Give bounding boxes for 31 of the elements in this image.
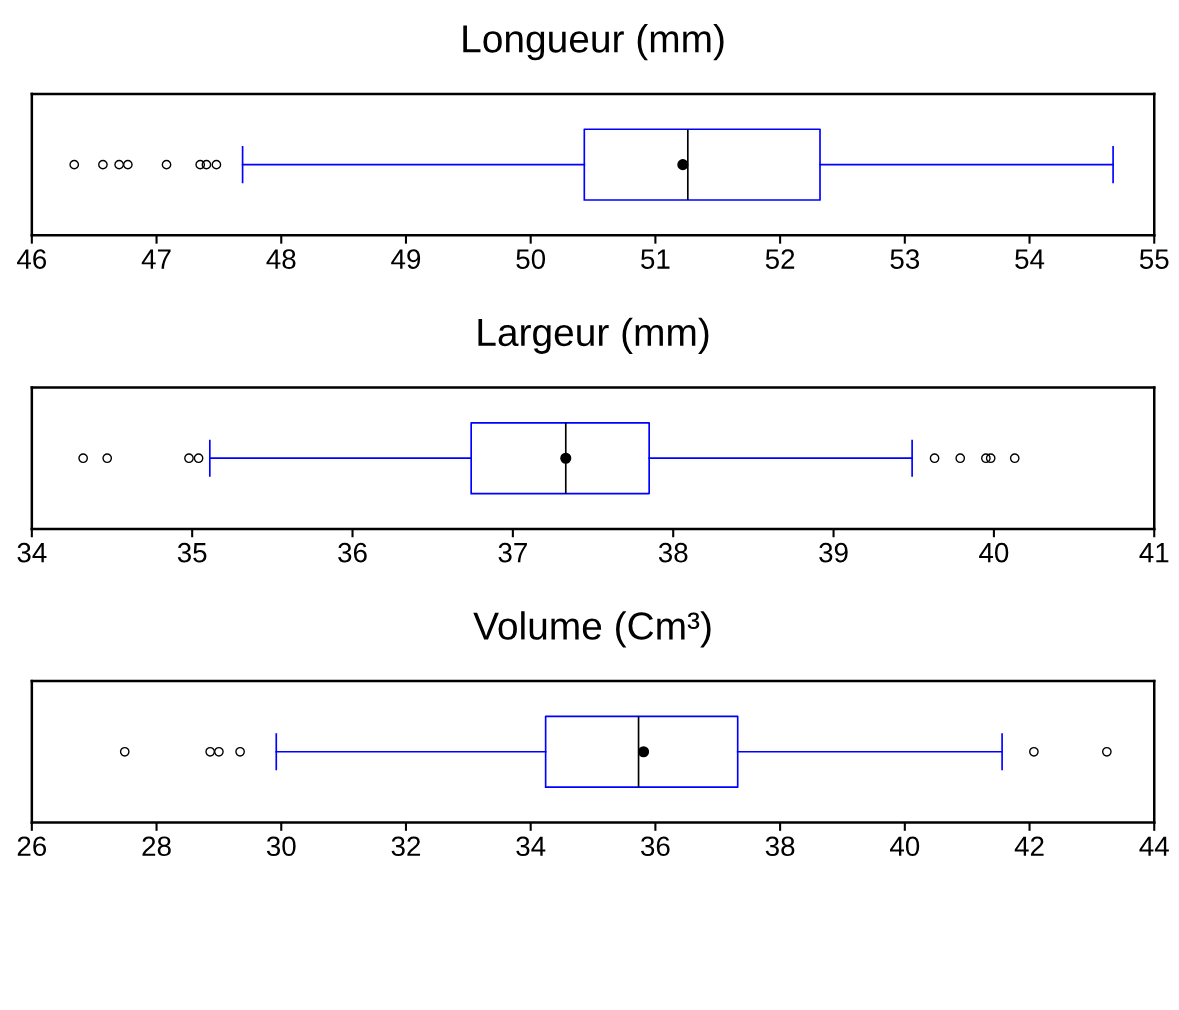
- x-tick-label: 51: [641, 249, 670, 269]
- x-tick-label: 36: [641, 836, 670, 857]
- x-tick-label: 53: [890, 249, 920, 269]
- x-tick-label: 41: [1139, 543, 1169, 563]
- x-tick-label: 54: [1015, 249, 1045, 269]
- x-tick-label: 34: [17, 542, 47, 563]
- x-tick-label: 26: [17, 836, 47, 857]
- x-tick-label: 38: [765, 836, 795, 857]
- x-tick-label: 55: [1139, 249, 1169, 269]
- chart-title: Largeur (mm): [478, 317, 709, 354]
- x-tick-label: 52: [765, 249, 795, 269]
- x-tick-label: 32: [391, 836, 421, 857]
- chart-title: Longueur (mm): [463, 24, 724, 61]
- x-tick-label: 30: [266, 836, 296, 857]
- x-tick-label: 39: [819, 542, 848, 563]
- x-tick-label: 40: [890, 836, 920, 857]
- x-tick-label: 46: [17, 249, 47, 269]
- x-tick-label: 49: [391, 249, 421, 269]
- x-tick-label: 50: [516, 249, 546, 269]
- x-tick-label: 47: [141, 249, 171, 269]
- x-tick-label: 38: [658, 542, 688, 563]
- x-tick-label: 37: [498, 542, 527, 563]
- x-tick-label: 35: [177, 542, 207, 563]
- chart-title: Volume (Cm³): [473, 611, 711, 648]
- x-tick-label: 36: [338, 542, 367, 563]
- x-tick-label: 28: [142, 836, 171, 857]
- x-tick-label: 48: [266, 249, 296, 269]
- x-tick-label: 44: [1139, 836, 1169, 856]
- x-tick-label: 42: [1014, 836, 1044, 856]
- x-tick-label: 40: [979, 542, 1009, 563]
- x-tick-label: 34: [516, 836, 546, 857]
